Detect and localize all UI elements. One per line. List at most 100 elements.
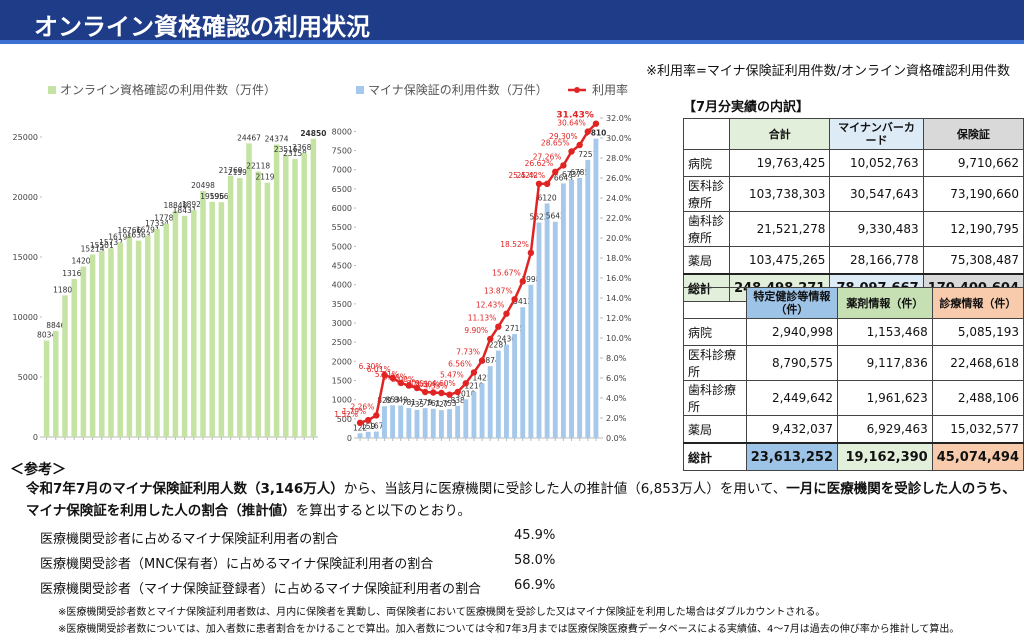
line-marker [381,371,388,379]
bar [487,366,493,438]
table-cell: 12,190,795 [922,211,1024,247]
line-marker [454,388,461,396]
bar [495,350,501,438]
bar [292,159,298,437]
line-label: 4.55% [407,380,431,389]
header-cell [683,287,747,319]
reference-title: ＜参考＞ [10,462,66,478]
reference-items: 医療機関受診者に占めるマイナ保険証利用者の割合 45.9% 医療機関受診者（MNC保… [40,528,600,603]
table-row: 病院 2,940,998 1,153,468 5,085,193 [683,318,1024,346]
y-tick-label: 25000 [13,133,38,142]
y2-tick-label: 22.0% [606,214,632,223]
table-cell: 1,153,468 [837,318,933,346]
data-label: 18922 [182,200,206,209]
data-label: 15214 [81,244,105,253]
bar [227,175,234,437]
y2-tick-label: 14.0% [606,294,632,303]
legend-swatch [48,86,56,94]
bar [273,144,280,437]
line-marker [446,391,453,398]
total-cell: 19,162,390 [837,442,933,471]
data-label: 8846 [46,321,65,330]
line-marker [478,357,486,364]
y-tick-label: 4500 [332,262,352,271]
data-label: 24850 [300,129,326,138]
data-label: 23158 [283,149,307,158]
y2-tick-label: 12.0% [606,314,632,323]
line-label: 6.30% [359,362,383,371]
bar [406,408,412,438]
table-cell: 医科診療所 [683,345,747,381]
y2-tick-label: 20.0% [606,234,632,243]
data-label: 7810 [585,129,606,138]
table-row: 薬局 9,432,037 6,929,463 15,032,577 [683,415,1024,444]
bar [255,171,261,438]
line-label: 4.60% [399,379,423,388]
paragraph-segment: から、当該月に医療機関に受診した人の推計値（6,853万人）を用いて、 [343,481,787,497]
line-marker [592,120,600,127]
data-label: 6737 [562,170,581,179]
data-label: 15501 [90,241,114,250]
bar [593,138,599,438]
data-label: 727 [434,400,449,409]
line-label: 6.01% [367,365,391,374]
data-label: 23515 [274,145,298,154]
y-tick-label: 8000 [332,127,352,136]
item-value: 66.9% [514,578,556,593]
table-cell: 2,449,642 [745,380,839,416]
bar [89,254,96,437]
bar [536,222,542,438]
table-cell: 9,117,836 [837,345,933,381]
bar [471,391,477,438]
bar [455,405,461,438]
line-label: 13.87% [484,286,513,295]
table-wrap: 特定健診等情報（件） 薬剤情報（件） 診療情報（件） 病院 2,940,998 1,153… [683,287,1024,471]
legend-label: 利用率 [592,82,628,97]
bar [172,210,179,437]
table: 特定健診等情報（件） 薬剤情報（件） 診療情報（件） 病院 2,940,998 1,153… [683,287,1024,471]
table-row: 歯科診療所 2,449,642 1,961,623 2,488,106 [683,380,1024,416]
bar [108,248,114,437]
table-cell: 103,738,303 [729,176,831,212]
table-cell: 30,547,643 [829,176,924,212]
table-cell: 103,475,265 [729,246,831,275]
y2-tick-label: 2.0% [606,414,627,423]
line-label: 5.24% [383,373,407,382]
line-marker [495,323,502,330]
bar [154,228,160,437]
table-cell: 1,961,623 [837,380,933,416]
item-value: 45.9% [514,528,556,543]
data-label: 6120 [538,193,557,202]
table-cell: 歯科診療所 [683,380,747,416]
table-cell: 9,710,662 [922,149,1024,177]
table-cell: 病院 [682,149,731,177]
table-row: 病院 19,763,425 10,052,763 9,710,662 [682,149,1024,177]
paragraph-segment: 一月に医療機関を受診した人のうち、マイナ保険証を利用した人の割合（推計値） [26,481,1016,519]
bar [414,409,420,438]
line-label: 9.90% [464,326,488,335]
line-label: 30.64% [557,119,586,128]
data-label: 1210 [464,382,483,391]
bar [163,223,169,437]
line-label: 26.62% [525,159,554,168]
line-label: 28.65% [541,139,570,148]
line-marker [462,380,469,387]
table-cell: 28,166,778 [829,246,924,275]
legend-swatch [574,87,580,93]
table-total-row: 総計 23,613,252 19,162,390 45,074,494 [683,442,1024,471]
data-label: 7257 [578,150,597,159]
bar [209,201,215,437]
line-marker [389,374,396,382]
line-label: 29.30% [549,132,578,141]
bar [99,250,105,437]
item-label: 医療機関受診者に占めるマイナ保険証利用者の割合 [40,532,339,547]
y-tick-label: 10000 [13,313,38,322]
total-cell: 総計 [683,442,747,471]
line-label: 11.13% [468,314,497,323]
table: 合計 マイナンバーカード 保険証 病院 19,763,425 10,052,763 9,71… [682,118,1024,302]
data-label: 849 [394,395,409,404]
y2-tick-label: 4.0% [606,394,627,403]
line-marker [527,249,535,256]
bar [512,333,518,438]
y2-tick-label: 10.0% [606,334,632,343]
